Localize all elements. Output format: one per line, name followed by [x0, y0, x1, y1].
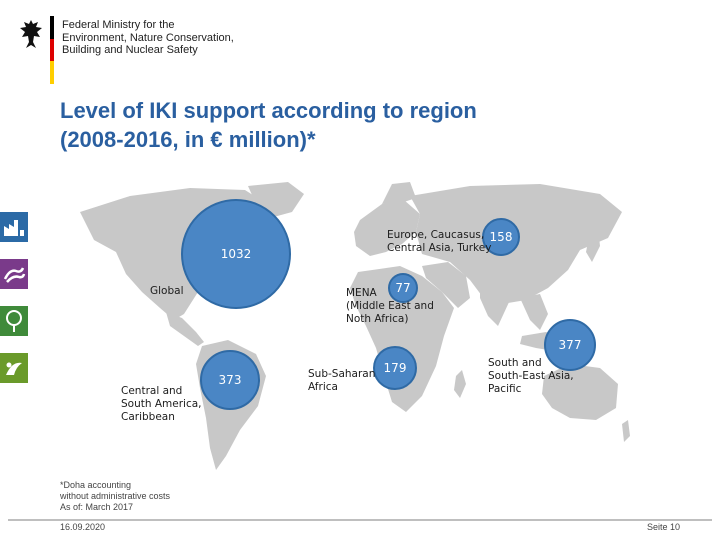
ministry-line-3: Building and Nuclear Safety — [62, 44, 198, 56]
sidebar-icons — [0, 212, 28, 400]
plant-icon — [0, 353, 28, 383]
footnote: *Doha accounting without administrative … — [60, 480, 170, 513]
label-south-asia: South and South-East Asia, Pacific — [488, 357, 574, 396]
eagle-icon — [20, 20, 42, 48]
label-mena-line-2: (Middle East and — [346, 300, 434, 312]
footer-divider — [8, 519, 712, 521]
label-global-line: Global — [150, 285, 184, 297]
ministry-name: Federal Ministry for the Environment, Na… — [62, 19, 234, 57]
label-africa-line-2: Africa — [308, 381, 338, 393]
bubble-europe: 158 — [482, 218, 520, 256]
bubble-south-asia: 377 — [544, 319, 596, 371]
label-global: Global — [150, 285, 184, 298]
hands-icon — [0, 259, 28, 289]
label-south-asia-line-3: Pacific — [488, 383, 522, 395]
ministry-line-1: Federal Ministry for the — [62, 19, 175, 31]
title-line-1: Level of IKI support according to region — [60, 98, 477, 123]
label-south-asia-line-2: South-East Asia, — [488, 370, 574, 382]
label-latin-america-line-3: Caribbean — [121, 411, 175, 423]
label-mena-line-1: MENA — [346, 287, 377, 299]
bubble-africa: 179 — [373, 346, 417, 390]
tree-icon — [0, 306, 28, 336]
label-south-asia-line-1: South and — [488, 357, 542, 369]
label-europe: Europe, Caucasus, Central Asia, Turkey — [387, 229, 491, 255]
footnote-line-1: *Doha accounting — [60, 480, 132, 490]
bubble-latin-america: 373 — [200, 350, 260, 410]
title-line-2: (2008-2016, in € million)* — [60, 127, 316, 152]
footnote-line-2: without administrative costs — [60, 491, 171, 501]
world-map — [80, 182, 630, 470]
footnote-line-3: As of: March 2017 — [60, 502, 134, 512]
label-europe-line-1: Europe, Caucasus, — [387, 229, 485, 241]
label-africa-line-1: Sub-Saharan — [308, 368, 376, 380]
page-number: Seite 10 — [646, 522, 680, 532]
label-europe-line-2: Central Asia, Turkey — [387, 242, 492, 254]
bubble-global: 1032 — [181, 199, 291, 309]
label-latin-america-line-1: Central and — [121, 385, 183, 397]
label-latin-america-line-2: South America, — [121, 398, 202, 410]
german-flag-bar — [50, 16, 54, 84]
footer-date: 16.09.2020 — [60, 522, 106, 532]
label-latin-america: Central and South America, Caribbean — [121, 385, 202, 424]
ministry-logo: Federal Ministry for the Environment, Na… — [8, 8, 248, 84]
slide-title: Level of IKI support according to region… — [60, 96, 477, 154]
factory-icon — [0, 212, 28, 242]
ministry-line-2: Environment, Nature Conservation, — [62, 31, 234, 44]
label-mena-line-3: Noth Africa) — [346, 313, 409, 325]
label-mena: MENA (Middle East and Noth Africa) — [346, 287, 434, 326]
bubble-mena: 77 — [388, 273, 418, 303]
label-africa: Sub-Saharan Africa — [308, 368, 375, 394]
